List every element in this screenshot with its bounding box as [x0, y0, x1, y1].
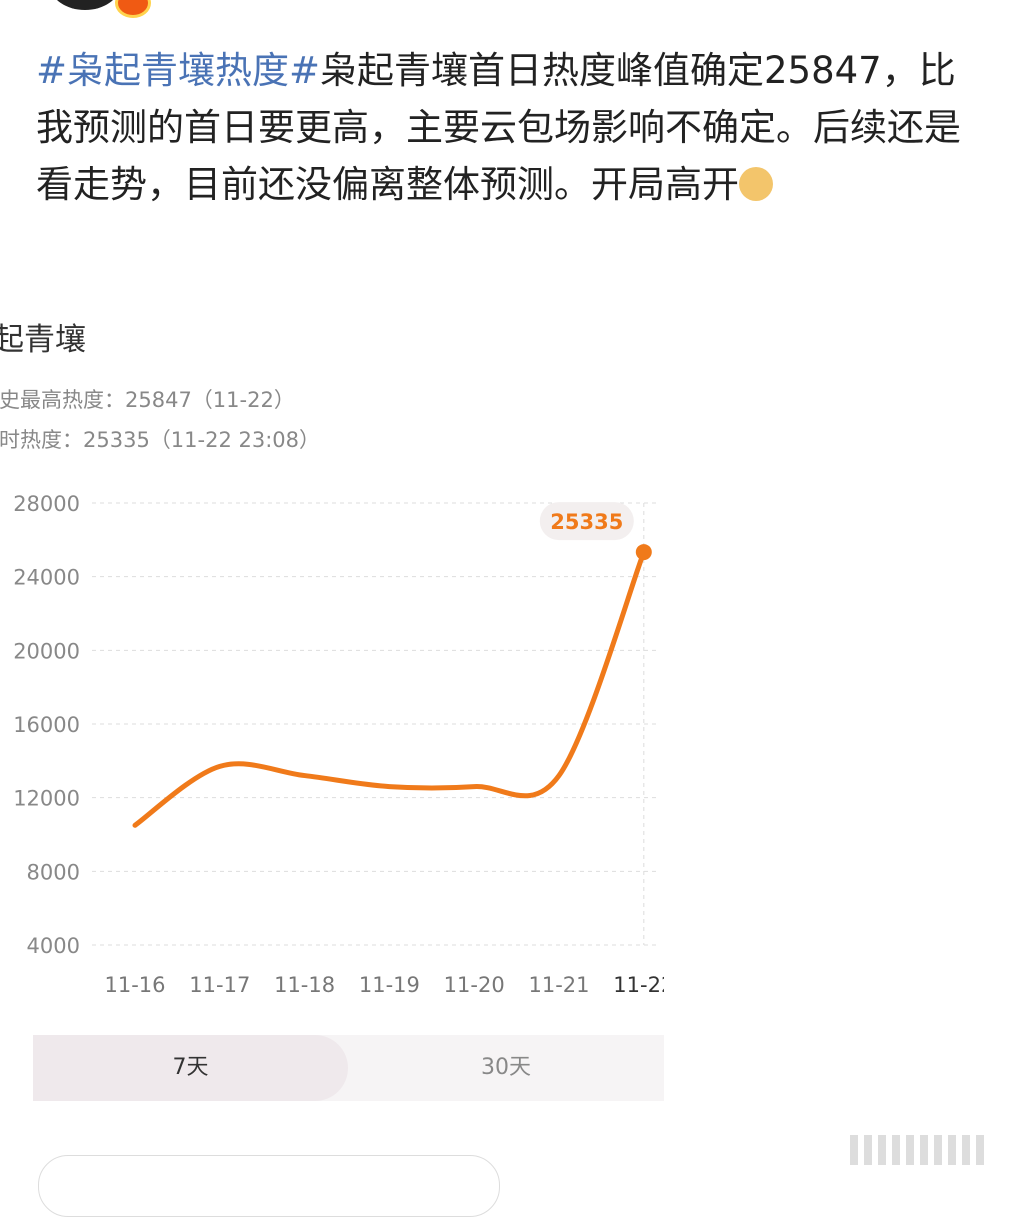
y-tick-label: 12000: [13, 787, 80, 811]
value-tooltip-label: 25335: [550, 510, 623, 534]
y-tick-label: 16000: [13, 713, 80, 737]
comment-input[interactable]: [38, 1155, 500, 1217]
card-title: 枭起青壤: [0, 322, 86, 358]
x-tick-label: 11-17: [189, 973, 250, 997]
y-tick-label: 24000: [13, 566, 80, 590]
post-body: 枭起青壤首日热度峰值确定25847，比我预测的首日要更高，主要云包场影响不确定。…: [36, 49, 961, 206]
x-tick-label: 11-19: [359, 973, 420, 997]
post-text: #枭起青壤热度#枭起青壤首日热度峰值确定25847，比我预测的首日要更高，主要云…: [36, 42, 976, 213]
avatar[interactable]: [50, 0, 120, 10]
x-tick-label: 11-16: [104, 973, 165, 997]
range-tabs: 7天 30天: [33, 1035, 664, 1101]
x-tick-label: 11-20: [444, 973, 505, 997]
y-tick-label: 8000: [27, 860, 80, 884]
x-tick-label: 11-18: [274, 973, 335, 997]
y-tick-label: 28000: [13, 492, 80, 516]
like-bar: [850, 1135, 990, 1165]
y-tick-label: 20000: [13, 639, 80, 663]
data-point-latest: [635, 544, 652, 561]
realtime-heat: 实时热度：25335（11-22 23:08）: [0, 428, 321, 452]
x-tick-label: 11-22: [613, 973, 664, 997]
doge-icon: [739, 167, 773, 201]
hashtag-link[interactable]: #枭起青壤热度#: [36, 49, 321, 92]
history-max: 历史最高热度：25847（11-22）: [0, 388, 295, 412]
heat-chart: 28000 24000 20000 16000 12000 8000 4000 11-16 11…: [13, 492, 664, 997]
series-line: [132, 549, 647, 828]
x-tick-label: 11-21: [528, 973, 589, 997]
value-tooltip: [539, 502, 634, 541]
heat-card: 枭起青壤 历史最高热度：25847（11-22） 实时热度：25335（11-2…: [0, 300, 664, 1110]
verified-badge-icon: [115, 0, 151, 18]
tab-7-days[interactable]: 7天: [33, 1035, 348, 1101]
tab-30-days[interactable]: 30天: [481, 1055, 531, 1080]
y-tick-label: 4000: [27, 934, 80, 958]
